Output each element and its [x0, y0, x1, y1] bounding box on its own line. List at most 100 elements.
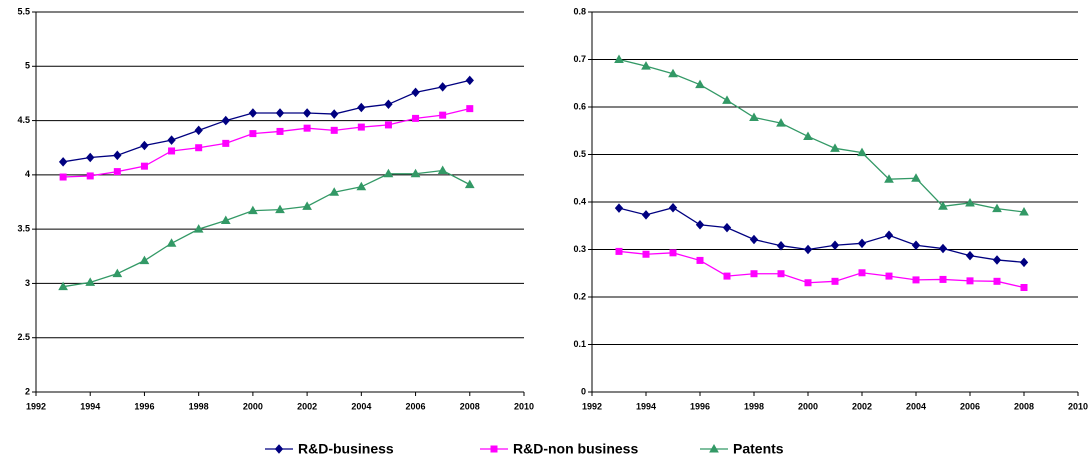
y-tick-label: 2	[25, 386, 30, 396]
x-tick-label: 1998	[744, 401, 764, 411]
data-point	[776, 240, 786, 251]
data-point	[884, 174, 894, 183]
data-point	[1019, 206, 1029, 216]
data-point	[722, 222, 732, 233]
data-point	[303, 124, 311, 132]
data-point	[1020, 284, 1028, 291]
data-point	[356, 181, 367, 191]
data-point	[750, 270, 758, 278]
data-point	[641, 210, 651, 220]
data-point	[330, 126, 338, 134]
data-point	[615, 247, 623, 255]
data-point	[411, 87, 420, 98]
y-tick-label: 0.7	[573, 54, 586, 64]
data-point	[384, 121, 392, 129]
x-tick-label: 2004	[906, 401, 926, 411]
data-point	[275, 108, 285, 118]
x-tick-label: 1998	[189, 401, 209, 411]
data-point	[86, 152, 95, 163]
x-tick-label: 2000	[798, 401, 818, 411]
x-tick-label: 1996	[134, 401, 154, 411]
x-tick-label: 1992	[26, 401, 46, 411]
data-point	[696, 256, 704, 264]
y-tick-label: 5	[25, 61, 30, 71]
legend-label: Patents	[733, 441, 784, 457]
data-point	[911, 173, 921, 182]
x-tick-label: 2004	[351, 401, 371, 411]
data-point	[749, 234, 759, 245]
data-point	[410, 168, 421, 178]
data-point	[668, 68, 678, 78]
data-point	[642, 250, 650, 258]
series-line	[63, 169, 471, 288]
data-point	[330, 109, 339, 119]
data-point	[86, 172, 94, 180]
x-tick-label: 2006	[960, 401, 980, 411]
y-tick-label: 5.5	[17, 6, 30, 16]
data-point	[412, 114, 420, 122]
data-point	[113, 168, 121, 176]
data-point	[357, 123, 365, 131]
data-point	[220, 215, 231, 224]
data-point	[830, 143, 840, 152]
data-point	[222, 139, 230, 147]
data-point	[248, 108, 258, 118]
data-point	[804, 279, 812, 287]
y-tick-label: 3.5	[17, 224, 30, 234]
x-tick-label: 2000	[243, 401, 263, 411]
data-point	[329, 187, 340, 196]
series-line	[63, 107, 470, 178]
data-point	[384, 99, 393, 110]
y-tick-label: 0.3	[573, 244, 586, 254]
data-point	[383, 168, 394, 178]
data-point	[857, 147, 867, 157]
y-tick-label: 0.8	[573, 6, 586, 16]
series-line	[63, 79, 470, 163]
data-point	[193, 224, 204, 233]
x-tick-label: 1992	[582, 401, 602, 411]
data-point	[85, 277, 96, 286]
legend-label: R&D-non business	[513, 441, 638, 457]
data-point	[776, 118, 786, 127]
x-tick-label: 2008	[1014, 401, 1034, 411]
series-line	[618, 206, 1025, 263]
y-tick-label: 0.5	[573, 149, 586, 159]
data-point	[437, 165, 448, 175]
data-point	[438, 82, 447, 92]
legend-label: R&D-business	[298, 441, 394, 457]
x-tick-label: 2010	[514, 401, 534, 411]
data-point	[168, 147, 176, 155]
data-point	[357, 102, 366, 113]
data-point	[439, 111, 447, 119]
data-point	[167, 135, 176, 145]
data-point	[723, 272, 731, 280]
data-point	[668, 202, 678, 213]
data-point	[194, 125, 203, 136]
data-point	[195, 144, 203, 152]
data-point	[830, 240, 840, 250]
data-point	[302, 108, 312, 118]
series-line	[618, 250, 1025, 289]
data-point	[614, 203, 624, 213]
data-point	[858, 269, 866, 277]
legend-marker	[709, 443, 719, 453]
data-point	[166, 238, 177, 247]
data-point	[803, 131, 813, 140]
x-tick-label: 1994	[636, 401, 656, 411]
x-tick-label: 2006	[406, 401, 426, 411]
data-point	[966, 277, 974, 285]
y-tick-label: 0.2	[573, 291, 586, 301]
y-tick-label: 3	[25, 278, 30, 288]
data-point	[139, 255, 150, 265]
y-tick-label: 0.1	[573, 339, 586, 349]
data-point	[58, 281, 68, 291]
x-tick-label: 2002	[297, 401, 317, 411]
x-tick-label: 2008	[460, 401, 480, 411]
data-point	[885, 272, 893, 280]
data-point	[248, 205, 258, 215]
data-point	[614, 54, 624, 63]
data-point	[1019, 257, 1029, 268]
data-point	[722, 95, 732, 104]
data-point	[884, 230, 894, 241]
data-point	[695, 220, 705, 230]
